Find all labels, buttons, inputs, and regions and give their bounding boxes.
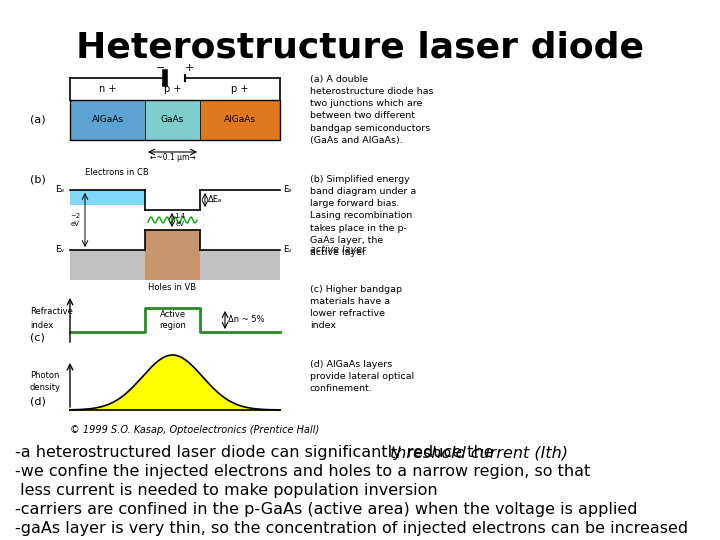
Text: (c) Higher bandgap
materials have a
lower refractive
index: (c) Higher bandgap materials have a lowe… bbox=[310, 285, 402, 330]
Text: (d) AlGaAs layers
provide lateral optical
confinement.: (d) AlGaAs layers provide lateral optica… bbox=[310, 360, 414, 393]
Text: n +: n + bbox=[99, 84, 116, 94]
Text: active layer: active layer bbox=[310, 245, 366, 254]
Text: (c): (c) bbox=[30, 333, 45, 343]
Text: p +: p + bbox=[231, 84, 248, 94]
Text: (b): (b) bbox=[30, 175, 46, 185]
Text: Eᵥ: Eᵥ bbox=[283, 246, 292, 254]
Text: AlGaAs: AlGaAs bbox=[91, 116, 124, 125]
Text: 1.4
eV: 1.4 eV bbox=[174, 213, 186, 226]
Bar bbox=[145, 100, 200, 140]
Text: less current is needed to make population inversion: less current is needed to make populatio… bbox=[15, 483, 438, 498]
Text: -we confine the injected electrons and holes to a narrow region, so that: -we confine the injected electrons and h… bbox=[15, 464, 590, 479]
Text: ~2
eV: ~2 eV bbox=[70, 213, 80, 226]
Text: +: + bbox=[184, 63, 194, 73]
Text: -a heterostructured laser diode can significantly reduce the: -a heterostructured laser diode can sign… bbox=[15, 445, 499, 460]
Bar bbox=[70, 190, 145, 205]
Text: Eₑ: Eₑ bbox=[283, 186, 292, 194]
Bar bbox=[70, 100, 145, 140]
Bar bbox=[200, 250, 280, 280]
Text: Active
region: Active region bbox=[159, 310, 186, 330]
Bar bbox=[145, 230, 200, 280]
Text: (b) Simplified energy
band diagram under a
large forward bias.
Lasing recombinat: (b) Simplified energy band diagram under… bbox=[310, 175, 416, 257]
Text: GaAs: GaAs bbox=[161, 116, 184, 125]
Text: Δn ~ 5%: Δn ~ 5% bbox=[228, 315, 265, 325]
Text: ΔEₑ: ΔEₑ bbox=[208, 195, 222, 205]
Bar bbox=[70, 250, 145, 280]
Text: AlGaAs: AlGaAs bbox=[224, 116, 256, 125]
Text: Holes in VB: Holes in VB bbox=[148, 283, 196, 292]
Text: Photon: Photon bbox=[30, 370, 59, 380]
Text: ←~0.1 μm→: ←~0.1 μm→ bbox=[150, 153, 195, 162]
Text: Eᵥ: Eᵥ bbox=[55, 246, 65, 254]
Text: index: index bbox=[30, 321, 53, 329]
Text: (d): (d) bbox=[30, 396, 46, 406]
Text: Eₑ: Eₑ bbox=[55, 186, 65, 194]
Text: Heterostructure laser diode: Heterostructure laser diode bbox=[76, 30, 644, 64]
Text: Electrons in CB: Electrons in CB bbox=[85, 168, 149, 177]
Text: density: density bbox=[30, 383, 61, 393]
Text: p +: p + bbox=[164, 84, 181, 94]
Text: -carriers are confined in the p-GaAs (active area) when the voltage is applied: -carriers are confined in the p-GaAs (ac… bbox=[15, 502, 637, 517]
Text: © 1999 S.O. Kasap, Optoelectronics (Prentice Hall): © 1999 S.O. Kasap, Optoelectronics (Pren… bbox=[70, 425, 319, 435]
Bar bbox=[200, 100, 280, 140]
Text: −: − bbox=[156, 63, 166, 73]
Text: -gaAs layer is very thin, so the concentration of injected electrons can be incr: -gaAs layer is very thin, so the concent… bbox=[15, 521, 688, 536]
Text: threshold current (Ith): threshold current (Ith) bbox=[390, 445, 568, 460]
Text: Refractive: Refractive bbox=[30, 307, 73, 316]
Text: (a): (a) bbox=[30, 115, 45, 125]
Text: (a) A double
heterostructure diode has
two junctions which are
between two diffe: (a) A double heterostructure diode has t… bbox=[310, 75, 433, 145]
